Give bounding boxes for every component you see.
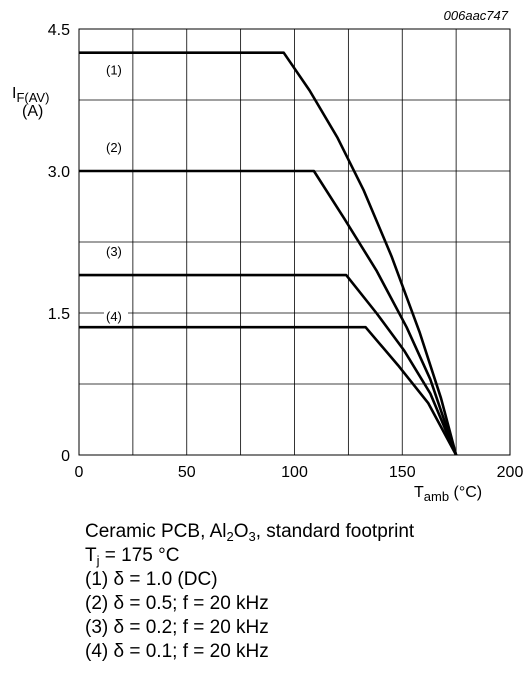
x-tick-label: 150 <box>389 464 416 481</box>
x-tick-labels: 0 50 100 150 200 <box>75 464 524 481</box>
curve-label-1: (1) <box>106 63 122 78</box>
curve-4 <box>79 325 458 456</box>
x-tick-label: 100 <box>281 464 308 481</box>
curve-label-4: (4) <box>106 309 122 324</box>
curve-2 <box>79 169 458 456</box>
note-curve-3: (3) δ = 0.2; f = 20 kHz <box>85 617 269 638</box>
y-axis-unit: (A) <box>22 103 43 120</box>
x-tick-label: 50 <box>178 464 196 481</box>
chart-notes: Ceramic PCB, Al2O3, standard footprint T… <box>85 520 414 664</box>
note-curve-4: (4) δ = 0.1; f = 20 kHz <box>85 641 269 662</box>
y-tick-label: 3.0 <box>48 164 70 181</box>
curves <box>79 51 458 456</box>
note-junction-temp: Tj = 175 °C <box>85 545 180 568</box>
curve-labels: (1) (2) (3) (4) <box>104 63 128 324</box>
plot-frame <box>78 28 511 456</box>
note-conditions: Ceramic PCB, Al2O3, standard footprint <box>85 521 415 544</box>
y-tick-labels: 0 1.5 3.0 4.5 <box>48 22 70 465</box>
note-curve-2: (2) δ = 0.5; f = 20 kHz <box>85 593 269 614</box>
grid <box>78 28 511 456</box>
y-axis-label: IF(AV) <box>12 85 49 105</box>
curve-3 <box>79 273 458 456</box>
curve-label-3: (3) <box>106 244 122 259</box>
derating-chart: 006aac747 IF(AV) (A) 0 1.5 3.0 4.5 0 50 100 15… <box>12 8 524 504</box>
y-tick-label: 1.5 <box>48 306 70 323</box>
note-curve-1: (1) δ = 1.0 (DC) <box>85 569 218 590</box>
curve-label-4-bg <box>104 309 128 324</box>
x-axis-label: Tamb (°C) <box>414 484 482 504</box>
figure-code: 006aac747 <box>444 8 509 23</box>
curve-1 <box>79 51 458 456</box>
y-tick-label: 0 <box>61 448 70 465</box>
curve-label-2: (2) <box>106 140 122 155</box>
y-tick-label: 4.5 <box>48 22 70 39</box>
x-tick-label: 0 <box>75 464 84 481</box>
x-tick-label: 200 <box>497 464 524 481</box>
